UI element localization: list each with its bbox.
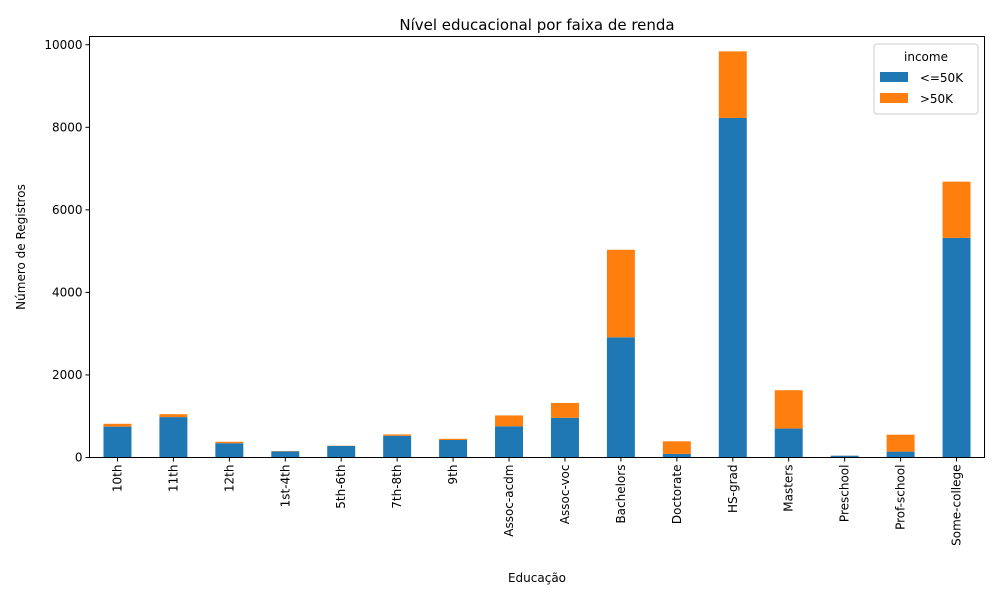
- x-tick-label: 5th-6th: [334, 465, 348, 509]
- x-tick-label: 7th-8th: [390, 465, 404, 509]
- bar-assoc-acdm-series-0: [495, 426, 524, 458]
- y-tick-label: 0: [75, 451, 83, 465]
- y-tick-label: 6000: [52, 203, 83, 217]
- legend-swatch-series-1: [880, 93, 908, 103]
- bar-11th-series-1: [159, 414, 188, 418]
- x-tick-label: Prof-school: [894, 465, 908, 530]
- bar-11th-series-0: [159, 417, 188, 458]
- x-tick-label: 11th: [166, 465, 180, 493]
- x-tick-label: Preschool: [838, 465, 852, 523]
- bars-group: [103, 51, 971, 458]
- legend: income <=50K >50K: [873, 43, 979, 115]
- bar-7th-8th-series-0: [383, 435, 412, 458]
- bar-9th-series-0: [439, 439, 468, 458]
- y-axis: 0 2000 4000 6000 8000 10000: [44, 38, 90, 465]
- bar-10th-series-1: [103, 423, 132, 427]
- bar-assoc-voc-series-0: [550, 417, 579, 458]
- plot-frame: [89, 36, 985, 458]
- x-tick-label: 12th: [222, 465, 236, 493]
- x-tick-label: 9th: [446, 465, 460, 485]
- bar-bachelors-series-0: [606, 337, 635, 458]
- bar-preschool-series-0: [830, 455, 859, 458]
- x-tick-label: 1st-4th: [278, 465, 292, 508]
- legend-swatch-series-0: [880, 72, 908, 82]
- bar-prof-school-series-0: [886, 451, 915, 458]
- x-tick-label: Bachelors: [614, 465, 628, 524]
- bar-hs-grad-series-1: [718, 51, 747, 118]
- bar-doctorate-series-0: [662, 453, 691, 458]
- bar-9th-series-1: [439, 438, 468, 440]
- bar-10th-series-0: [103, 426, 132, 458]
- y-tick-label: 2000: [52, 368, 83, 382]
- x-axis: 10th 11th 12th 1st-4th 5th-6th 7th-8th 9th Asso…: [110, 457, 964, 546]
- bar-masters-series-0: [774, 428, 803, 458]
- x-tick-label: Assoc-voc: [558, 465, 572, 525]
- legend-title: income: [904, 50, 948, 64]
- chart-title: Nível educacional por faixa de renda: [399, 16, 674, 34]
- x-tick-label: Doctorate: [670, 465, 684, 525]
- bar-assoc-voc-series-1: [550, 402, 579, 418]
- bar-12th-series-0: [215, 443, 244, 458]
- legend-label-series-1: >50K: [916, 92, 954, 106]
- bar-hs-grad-series-0: [718, 117, 747, 458]
- bar-doctorate-series-1: [662, 441, 691, 454]
- x-tick-label: Masters: [782, 465, 796, 512]
- y-axis-title: Número de Registros: [14, 184, 28, 310]
- bar-bachelors-series-1: [606, 249, 635, 338]
- bar-1st-4th-series-0: [271, 451, 300, 458]
- bar-5th-6th-series-0: [327, 445, 356, 458]
- bar-prof-school-series-1: [886, 434, 915, 452]
- bar-some-college-series-1: [942, 181, 971, 238]
- bar-7th-8th-series-1: [383, 434, 412, 436]
- x-tick-label: Assoc-acdm: [502, 465, 516, 537]
- x-tick-label: Some-college: [950, 465, 964, 546]
- y-tick-label: 10000: [44, 38, 82, 52]
- bar-assoc-acdm-series-1: [495, 415, 524, 427]
- x-tick-label: 10th: [110, 465, 124, 493]
- bar-12th-series-1: [215, 441, 244, 444]
- x-axis-title: Educação: [508, 571, 566, 585]
- y-tick-label: 8000: [52, 120, 83, 134]
- bar-some-college-series-0: [942, 237, 971, 458]
- bar-masters-series-1: [774, 390, 803, 429]
- x-tick-label: HS-grad: [726, 465, 740, 514]
- y-tick-label: 4000: [52, 285, 83, 299]
- legend-label-series-0: <=50K: [916, 71, 964, 85]
